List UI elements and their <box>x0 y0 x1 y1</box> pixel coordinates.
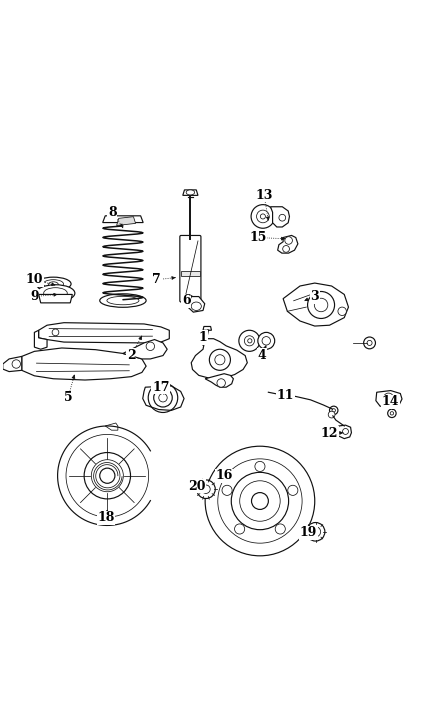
Polygon shape <box>338 425 351 438</box>
Ellipse shape <box>186 190 194 195</box>
Polygon shape <box>39 323 169 343</box>
Circle shape <box>84 453 131 499</box>
Polygon shape <box>270 207 289 227</box>
Circle shape <box>202 485 210 494</box>
Text: 15: 15 <box>249 231 266 244</box>
Circle shape <box>288 486 298 495</box>
Polygon shape <box>34 331 47 349</box>
Circle shape <box>390 411 393 415</box>
Text: 16: 16 <box>215 470 233 482</box>
Circle shape <box>218 459 302 543</box>
Polygon shape <box>278 235 298 253</box>
Text: 12: 12 <box>321 427 338 440</box>
Circle shape <box>388 409 396 418</box>
Circle shape <box>244 336 254 346</box>
Ellipse shape <box>107 296 139 305</box>
Polygon shape <box>191 339 247 379</box>
Circle shape <box>159 394 167 402</box>
Circle shape <box>285 237 293 245</box>
Circle shape <box>384 393 393 403</box>
FancyBboxPatch shape <box>180 235 201 302</box>
Polygon shape <box>376 390 402 408</box>
Polygon shape <box>3 357 22 371</box>
Text: 1: 1 <box>198 331 207 344</box>
Polygon shape <box>205 373 234 387</box>
Circle shape <box>367 341 372 346</box>
Circle shape <box>308 291 335 318</box>
Circle shape <box>329 406 338 414</box>
Text: 2: 2 <box>127 349 136 362</box>
Circle shape <box>332 408 335 412</box>
Circle shape <box>257 210 269 223</box>
Circle shape <box>338 307 346 315</box>
Circle shape <box>343 429 349 435</box>
Ellipse shape <box>43 280 63 288</box>
Circle shape <box>154 389 172 407</box>
Text: 13: 13 <box>255 189 273 202</box>
Circle shape <box>91 459 123 491</box>
Circle shape <box>275 524 285 534</box>
Ellipse shape <box>48 282 59 288</box>
Ellipse shape <box>191 302 201 310</box>
Circle shape <box>258 333 275 349</box>
Circle shape <box>328 411 335 418</box>
Circle shape <box>148 383 178 413</box>
Polygon shape <box>103 215 143 223</box>
Circle shape <box>279 214 285 221</box>
Circle shape <box>306 523 325 541</box>
Polygon shape <box>283 283 349 326</box>
Circle shape <box>205 446 315 555</box>
Circle shape <box>52 329 59 336</box>
Text: 14: 14 <box>382 395 400 408</box>
Circle shape <box>215 355 225 365</box>
Polygon shape <box>105 423 118 430</box>
Text: 8: 8 <box>108 206 117 218</box>
Polygon shape <box>123 339 167 359</box>
Polygon shape <box>39 294 72 303</box>
Circle shape <box>283 245 289 253</box>
Circle shape <box>146 342 155 350</box>
Circle shape <box>248 339 252 343</box>
Circle shape <box>240 480 280 521</box>
Circle shape <box>239 331 260 352</box>
Text: 11: 11 <box>277 389 294 402</box>
Circle shape <box>364 337 376 349</box>
Text: 7: 7 <box>152 273 161 286</box>
Text: 20: 20 <box>188 480 206 493</box>
Circle shape <box>251 205 275 229</box>
Polygon shape <box>203 326 211 331</box>
Polygon shape <box>183 190 198 195</box>
Circle shape <box>210 349 230 371</box>
Text: 6: 6 <box>182 294 190 307</box>
Circle shape <box>262 336 270 345</box>
Text: 19: 19 <box>300 526 317 539</box>
Circle shape <box>251 493 268 510</box>
Circle shape <box>255 462 265 472</box>
Text: 5: 5 <box>64 391 72 404</box>
Circle shape <box>222 486 232 495</box>
Circle shape <box>314 298 328 312</box>
Polygon shape <box>186 296 205 312</box>
Ellipse shape <box>36 277 71 290</box>
Circle shape <box>231 472 289 530</box>
Ellipse shape <box>100 294 146 307</box>
Bar <box>181 272 200 277</box>
Circle shape <box>234 524 245 534</box>
Polygon shape <box>22 348 146 380</box>
Circle shape <box>197 480 215 499</box>
Circle shape <box>100 468 115 483</box>
Circle shape <box>260 214 266 219</box>
Text: 4: 4 <box>258 349 266 362</box>
Ellipse shape <box>44 288 67 298</box>
Text: 3: 3 <box>310 290 319 303</box>
Circle shape <box>217 379 226 387</box>
Text: 18: 18 <box>97 511 115 524</box>
Circle shape <box>310 527 321 537</box>
Polygon shape <box>117 217 135 226</box>
Text: 10: 10 <box>26 273 43 286</box>
Text: 9: 9 <box>30 290 39 303</box>
Circle shape <box>12 360 20 368</box>
Text: 17: 17 <box>152 381 170 394</box>
Ellipse shape <box>36 285 75 301</box>
